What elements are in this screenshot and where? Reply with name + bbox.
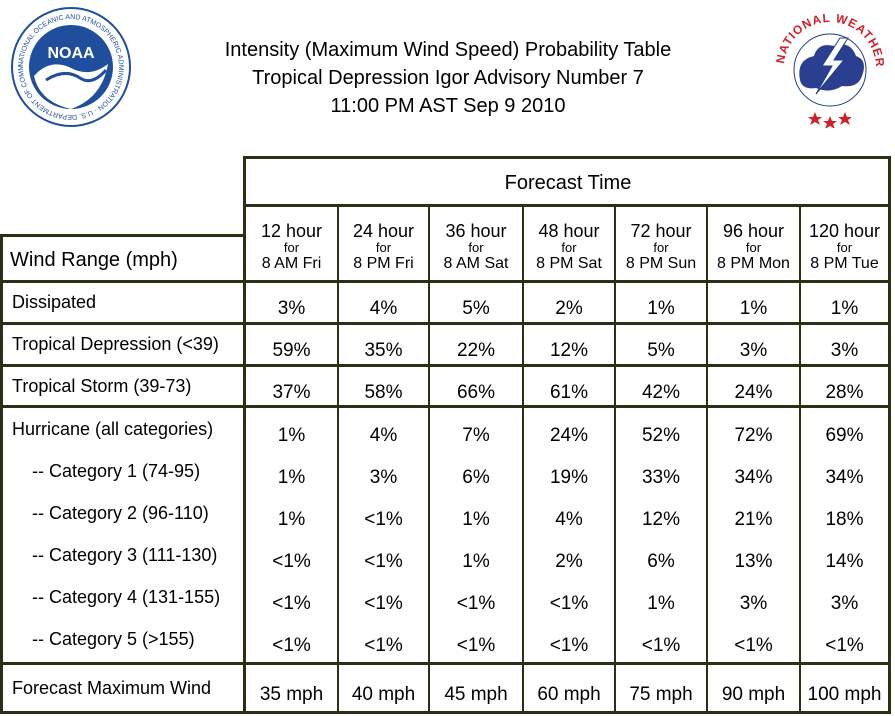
probability-cell: 35% [364, 340, 403, 361]
wind-range-label: Wind Range (mph) [10, 249, 178, 271]
row-label: Hurricane (all categories) [12, 419, 214, 439]
probability-cell: <1% [549, 593, 589, 614]
probability-cell: 3% [739, 340, 768, 361]
column-header: 24 hour for 8 PM Fri [352, 221, 415, 272]
probability-cell: 1% [739, 298, 768, 319]
noaa-logo-text: NOAA [47, 45, 95, 62]
row-label: -- Category 4 (131-155) [32, 587, 221, 607]
probability-cell: 3% [369, 467, 398, 488]
probability-cell: 1% [462, 551, 490, 572]
probability-cell: 18% [825, 509, 864, 530]
probability-cell: <1% [364, 593, 403, 614]
probability-cell: 3% [739, 593, 768, 614]
probability-cell: 42% [641, 382, 681, 403]
row-label: -- Category 3 (111-130) [32, 545, 218, 565]
probability-cell: 2% [555, 551, 583, 572]
probability-cell: 6% [462, 467, 490, 488]
probability-cell: 13% [734, 551, 773, 572]
probability-cell: 4% [555, 509, 583, 530]
probability-cell: 3% [830, 593, 859, 614]
probability-cell: <1% [825, 635, 864, 656]
probability-cell: 1% [462, 509, 490, 530]
probability-cell: 34% [734, 467, 773, 488]
probability-cell: 5% [462, 298, 490, 319]
probability-cell: 14% [825, 551, 864, 572]
probability-cell: 24% [549, 425, 589, 446]
probability-cell: 4% [369, 425, 398, 446]
title-line-1: Intensity (Maximum Wind Speed) Probabili… [224, 39, 672, 61]
probability-cell: 1% [830, 298, 859, 319]
probability-cell: <1% [364, 551, 403, 572]
probability-cell: 19% [549, 467, 589, 488]
probability-cell: <1% [272, 593, 311, 614]
probability-cell: 6% [647, 551, 675, 572]
probability-cell: <1% [456, 635, 496, 656]
probability-cell: <1% [272, 635, 311, 656]
probability-cell: 1% [277, 467, 306, 488]
probability-cell: 22% [456, 340, 496, 361]
probability-cell: 28% [825, 382, 864, 403]
column-header: 72 hour for 8 PM Sun [625, 221, 697, 272]
row-label: -- Category 1 (74-95) [32, 461, 201, 481]
probability-cell: 1% [647, 593, 675, 614]
probability-cell: <1% [272, 551, 311, 572]
noaa-logo: NATIONAL OCEANIC AND ATMOSPHERIC ADMINIS… [10, 6, 131, 127]
max-wind-cell: 35 mph [259, 684, 324, 705]
probability-cell: 59% [272, 340, 311, 361]
column-header: 120 hour for 8 PM Tue [808, 221, 881, 272]
probability-cell: 3% [277, 298, 306, 319]
probability-cell: <1% [641, 635, 681, 656]
title-block: Intensity (Maximum Wind Speed) Probabili… [150, 36, 746, 120]
probability-cell: <1% [734, 635, 773, 656]
probability-cell: 12% [549, 340, 589, 361]
row-label: -- Category 5 (>155) [32, 629, 195, 649]
probability-cell: 52% [641, 425, 681, 446]
probability-cell: 12% [641, 509, 681, 530]
max-wind-cell: 40 mph [351, 684, 416, 705]
title-line-2: Tropical Depression Igor Advisory Number… [252, 67, 644, 89]
probability-cell: 69% [825, 425, 864, 446]
probability-cell: <1% [456, 593, 496, 614]
probability-cell: 37% [272, 382, 311, 403]
max-wind-cell: 45 mph [444, 684, 508, 705]
probability-cell: <1% [549, 635, 589, 656]
max-wind-cell: 75 mph [629, 684, 693, 705]
probability-cell: 5% [647, 340, 675, 361]
probability-cell: 1% [277, 509, 306, 530]
header: NATIONAL OCEANIC AND ATMOSPHERIC ADMINIS… [0, 0, 895, 150]
title-line-3: 11:00 PM AST Sep 9 2010 [330, 95, 566, 117]
column-header: 12 hour for 8 AM Fri [260, 221, 323, 272]
forecast-max-wind-label: Forecast Maximum Wind [12, 678, 212, 698]
column-header: 96 hour for 8 PM Mon [717, 221, 790, 272]
max-wind-cell: 100 mph [807, 684, 882, 705]
column-header: 48 hour for 8 PM Sat [536, 221, 602, 272]
probability-cell: 4% [369, 298, 398, 319]
row-label: Tropical Depression (<39) [12, 334, 219, 354]
probability-cell: 33% [641, 467, 681, 488]
max-wind-cell: 60 mph [537, 684, 601, 705]
probability-cell: <1% [364, 635, 403, 656]
probability-cell: 3% [830, 340, 859, 361]
probability-cell: 34% [825, 467, 864, 488]
probability-cell: 2% [555, 298, 583, 319]
row-label: -- Category 2 (96-110) [32, 503, 209, 523]
nws-logo: NATIONAL WEATHER SERVICE [770, 8, 888, 128]
probability-cell: <1% [364, 509, 403, 530]
forecast-time-label: Forecast Time [504, 172, 632, 194]
max-wind-cell: 90 mph [721, 684, 786, 705]
probability-cell: 72% [734, 425, 773, 446]
probability-cell: 1% [277, 425, 306, 446]
probability-cell: 58% [364, 382, 403, 403]
row-label: Tropical Storm (39-73) [12, 376, 192, 396]
probability-cell: 24% [734, 382, 773, 403]
probability-cell: 1% [647, 298, 675, 319]
probability-cell: 61% [549, 382, 589, 403]
column-header: 36 hour for 8 AM Sat [443, 221, 509, 272]
row-label: Dissipated [12, 292, 97, 312]
probability-cell: 21% [734, 509, 773, 530]
probability-cell: 7% [462, 425, 490, 446]
probability-cell: 66% [456, 382, 496, 403]
